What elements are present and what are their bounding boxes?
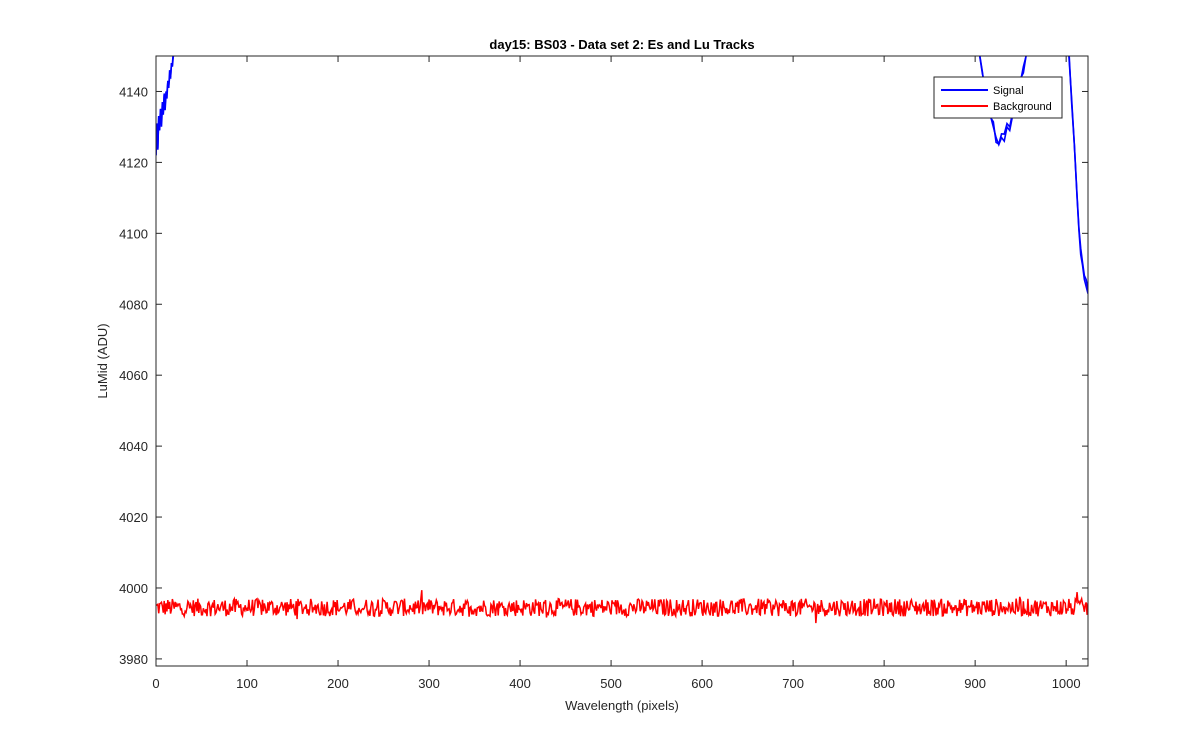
series-signal-segment [156,56,174,156]
x-tick-label: 100 [236,676,258,691]
y-tick-label: 4020 [119,510,148,525]
y-axis: 3980 4000 4020 4040 4060 4080 4100 4120 4140 [119,84,1088,667]
legend-signal-label: Signal [993,85,1024,97]
legend-background-label: Background [993,101,1052,113]
series-background [156,590,1088,624]
x-tick-label: 700 [782,676,804,691]
chart-title: day15: BS03 - Data set 2: Es and Lu Trac… [489,37,754,52]
series-layer [156,56,1088,624]
y-tick-label: 4060 [119,368,148,383]
x-tick-label: 400 [509,676,531,691]
x-tick-label: 200 [327,676,349,691]
legend-box [933,76,1063,119]
y-tick-label: 4080 [119,297,148,312]
x-tick-label: 1000 [1052,676,1081,691]
y-axis-label: LuMid (ADU) [95,323,110,398]
x-tick-label: 800 [873,676,895,691]
y-tick-label: 4140 [119,84,148,99]
y-tick-label: 3980 [119,652,148,667]
legend: Signal Background [933,76,1063,119]
plot-area [156,56,1088,666]
x-axis: 0 100 200 300 400 500 600 700 800 900 1000 [152,56,1081,691]
y-tick-label: 4040 [119,439,148,454]
x-tick-label: 300 [418,676,440,691]
y-tick-label: 4100 [119,226,148,241]
x-axis-label: Wavelength (pixels) [565,698,679,713]
x-tick-label: 600 [691,676,713,691]
x-tick-label: 500 [600,676,622,691]
x-tick-label: 900 [964,676,986,691]
plot-frame [155,55,1089,667]
series-signal-segment [1068,56,1088,290]
x-tick-label: 0 [152,676,159,691]
y-tick-label: 4120 [119,155,148,170]
y-tick-label: 4000 [119,581,148,596]
